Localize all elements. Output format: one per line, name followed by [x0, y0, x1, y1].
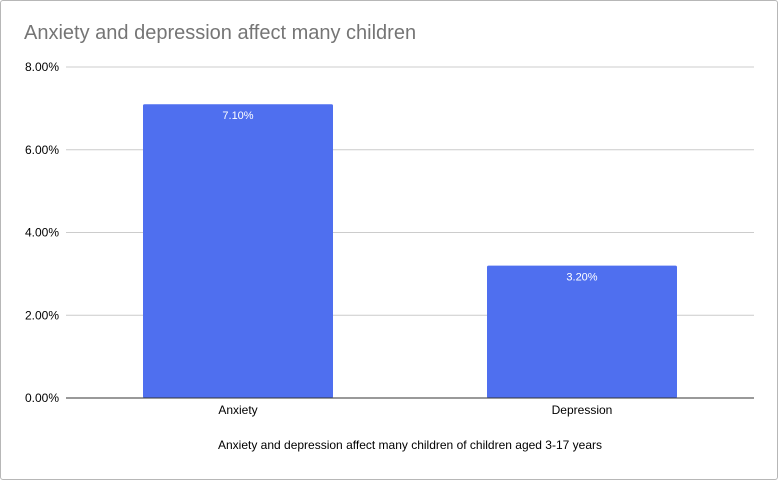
bar-anxiety[interactable]: [143, 104, 333, 399]
y-axis-ticks: 0.00% 2.00% 4.00% 6.00% 8.00%: [25, 60, 59, 405]
chart-title: Anxiety and depression affect many child…: [24, 22, 417, 44]
y-tick-label: 0.00%: [25, 391, 59, 405]
x-axis-title: Anxiety and depression affect many child…: [218, 438, 602, 452]
data-label-depression: 3.20%: [566, 272, 597, 284]
bars: 7.10% 3.20%: [143, 104, 677, 399]
y-tick-label: 8.00%: [25, 60, 59, 74]
y-tick-label: 4.00%: [25, 226, 59, 240]
y-tick-label: 2.00%: [25, 308, 59, 322]
x-tick-label: Depression: [552, 403, 613, 417]
x-axis-ticks: Anxiety Depression: [218, 403, 612, 417]
y-tick-label: 6.00%: [25, 143, 59, 157]
data-label-anxiety: 7.10%: [222, 110, 253, 122]
bar-depression[interactable]: [487, 265, 677, 398]
x-tick-label: Anxiety: [218, 403, 257, 417]
